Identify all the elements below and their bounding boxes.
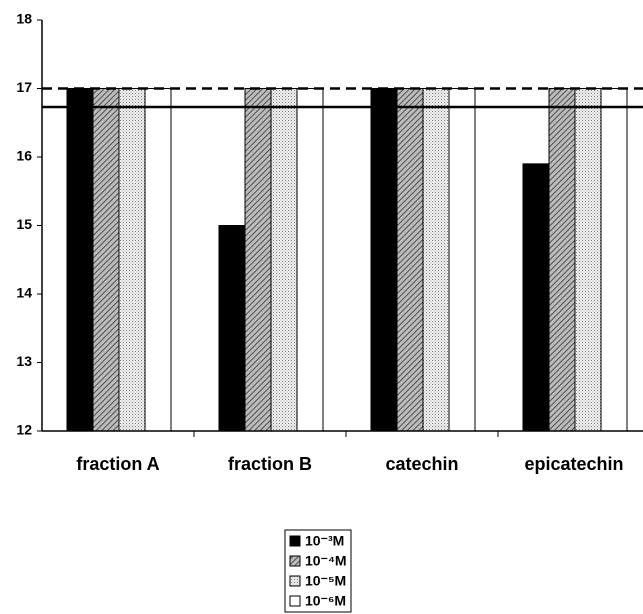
bar: [92, 88, 120, 432]
legend-swatch: [289, 595, 301, 607]
y-tick-label: 15: [16, 216, 32, 232]
bar: [66, 88, 94, 432]
bar: [370, 88, 398, 432]
bar: [270, 88, 298, 432]
bar: [244, 88, 272, 432]
bar: [422, 88, 450, 432]
x-tick-label: fraction B: [228, 454, 312, 474]
y-tick-label: 13: [16, 353, 32, 369]
x-tick-label: catechin: [385, 454, 458, 474]
legend-swatch: [289, 555, 301, 567]
y-tick-label: 12: [16, 422, 32, 438]
legend-label: 10⁻⁶M: [305, 593, 346, 609]
legend-label: 10⁻⁵M: [305, 573, 346, 589]
bar: [144, 88, 172, 432]
bar: [296, 88, 324, 432]
y-tick-label: 14: [16, 285, 32, 301]
legend-swatch: [289, 535, 301, 547]
x-tick-label: epicatechin: [524, 454, 623, 474]
bar: [448, 88, 476, 432]
bar: [396, 88, 424, 432]
bar: [522, 163, 550, 432]
bar: [218, 225, 246, 432]
x-tick-label: fraction A: [76, 454, 159, 474]
bar: [118, 88, 146, 432]
y-tick-label: 17: [16, 79, 32, 95]
bar: [600, 88, 628, 432]
bar: [548, 88, 576, 432]
bar: [574, 88, 602, 432]
y-tick-label: 18: [16, 11, 32, 27]
legend-label: 10⁻³M: [305, 533, 344, 549]
legend-label: 10⁻⁴M: [305, 553, 347, 569]
y-tick-label: 16: [16, 148, 32, 164]
legend-swatch: [289, 575, 301, 587]
